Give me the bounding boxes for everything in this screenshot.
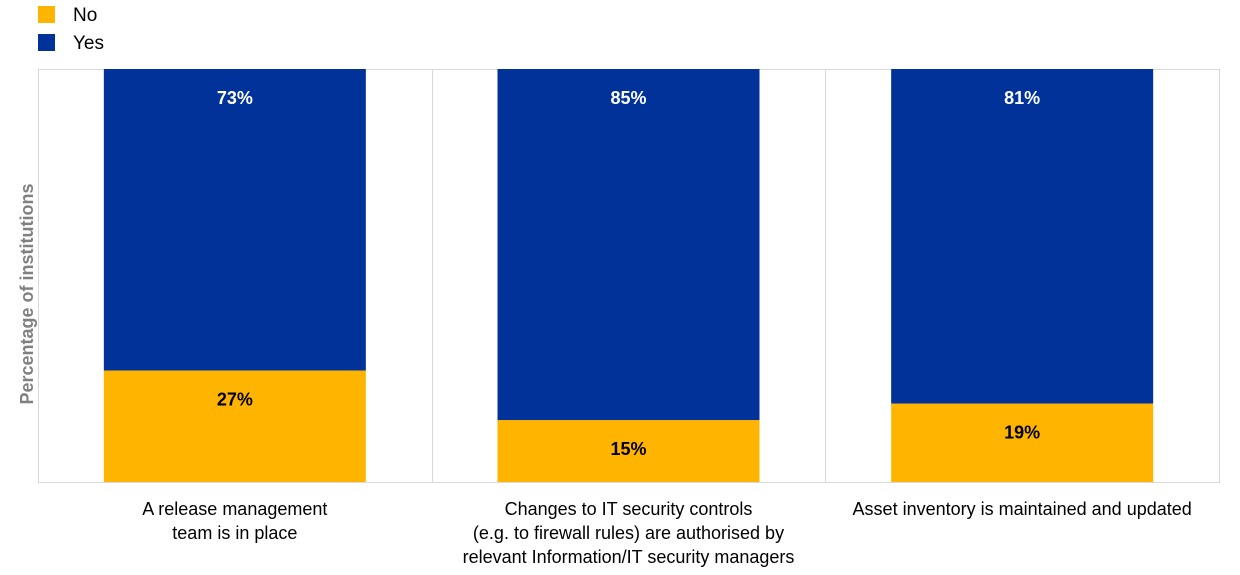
legend-swatch-yes: [38, 34, 55, 51]
bar-segment-no: [103, 370, 366, 482]
category-label: Changes to IT security controls (e.g. to …: [463, 499, 795, 567]
data-label-yes: 73%: [217, 88, 253, 108]
category-dividers: [432, 69, 826, 482]
data-label-yes: 85%: [610, 88, 646, 108]
bars: 27% 73% 15% 85% 19% 81%: [103, 69, 1154, 482]
legend-label-no: No: [73, 5, 97, 26]
bar-segment-yes: [497, 69, 760, 421]
data-label-no: 19%: [1004, 423, 1040, 443]
bar-segment-no: [891, 403, 1154, 482]
category-label: Asset inventory is maintained and update…: [853, 499, 1192, 519]
data-label-no: 15%: [610, 439, 646, 459]
category-labels: A release management team is in place Chan…: [142, 499, 1192, 567]
legend-label-yes: Yes: [73, 33, 104, 54]
y-axis-label: Percentage of institutions: [17, 183, 37, 404]
legend-swatch-no: [38, 6, 55, 23]
bar-segment-yes: [891, 69, 1154, 404]
category-label: A release management team is in place: [142, 499, 327, 543]
bar-segment-yes: [103, 69, 366, 371]
bar-segment-no: [497, 420, 760, 482]
legend: No Yes: [38, 5, 104, 54]
data-label-no: 27%: [217, 389, 253, 409]
data-label-yes: 81%: [1004, 88, 1040, 108]
